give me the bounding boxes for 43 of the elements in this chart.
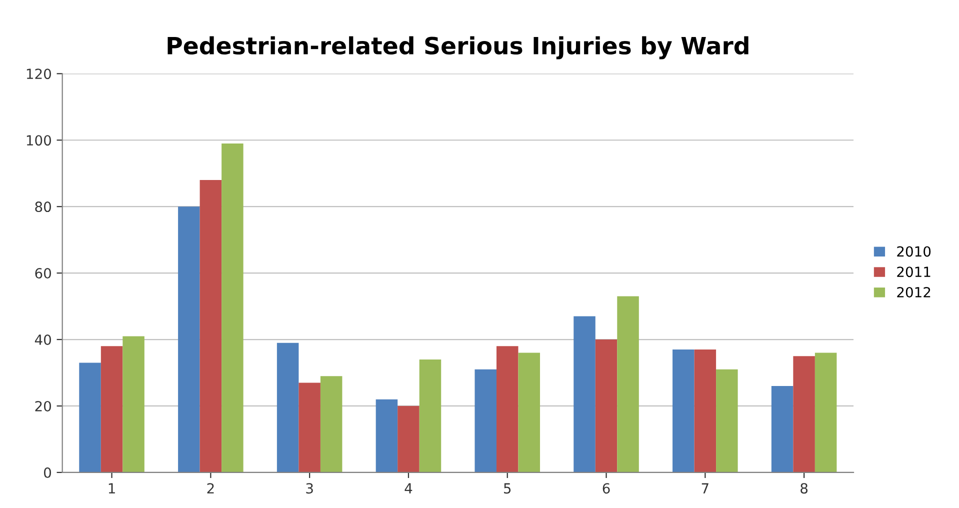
legend-label: 2010 xyxy=(897,246,931,257)
legend-label: 2012 xyxy=(897,286,930,298)
x-tick-label: 5 xyxy=(504,483,511,494)
bar xyxy=(419,359,442,472)
bar xyxy=(694,349,716,472)
y-tick-label: 0 xyxy=(44,467,51,478)
legend-label: 2011 xyxy=(897,266,930,278)
x-tick-label: 2 xyxy=(207,483,214,494)
bar xyxy=(398,406,420,472)
bar xyxy=(793,356,815,472)
x-tick-label: 6 xyxy=(602,483,610,494)
bar xyxy=(79,362,101,472)
bar xyxy=(474,369,496,472)
bar xyxy=(222,143,244,472)
bar xyxy=(617,296,639,472)
x-tick-label: 3 xyxy=(306,483,313,494)
x-tick-label: 4 xyxy=(404,483,412,494)
x-tick-label: 8 xyxy=(800,483,808,494)
bar xyxy=(518,352,540,472)
y-tick-label: 100 xyxy=(26,135,51,146)
bar xyxy=(771,386,794,472)
bar xyxy=(178,206,200,472)
y-tick-label: 40 xyxy=(34,334,51,345)
bar xyxy=(276,342,299,472)
bar xyxy=(716,369,738,472)
bar xyxy=(574,316,596,472)
bar xyxy=(496,346,518,472)
x-tick-label: 1 xyxy=(108,483,115,494)
bar xyxy=(100,346,123,472)
bar xyxy=(320,376,342,472)
bar xyxy=(672,349,694,472)
y-tick-label: 20 xyxy=(35,400,51,412)
y-tick-label: 80 xyxy=(35,202,51,212)
y-tick-label: 120 xyxy=(26,68,51,80)
bar xyxy=(595,340,618,472)
bar xyxy=(200,180,222,472)
bar xyxy=(298,382,320,472)
chart-title: Pedestrian-related Serious Injuries by Ward xyxy=(168,36,748,60)
bar xyxy=(376,399,398,472)
x-tick-label: 7 xyxy=(702,483,708,494)
bar xyxy=(814,352,837,472)
y-tick-label: 60 xyxy=(35,268,51,279)
bar xyxy=(122,336,144,472)
